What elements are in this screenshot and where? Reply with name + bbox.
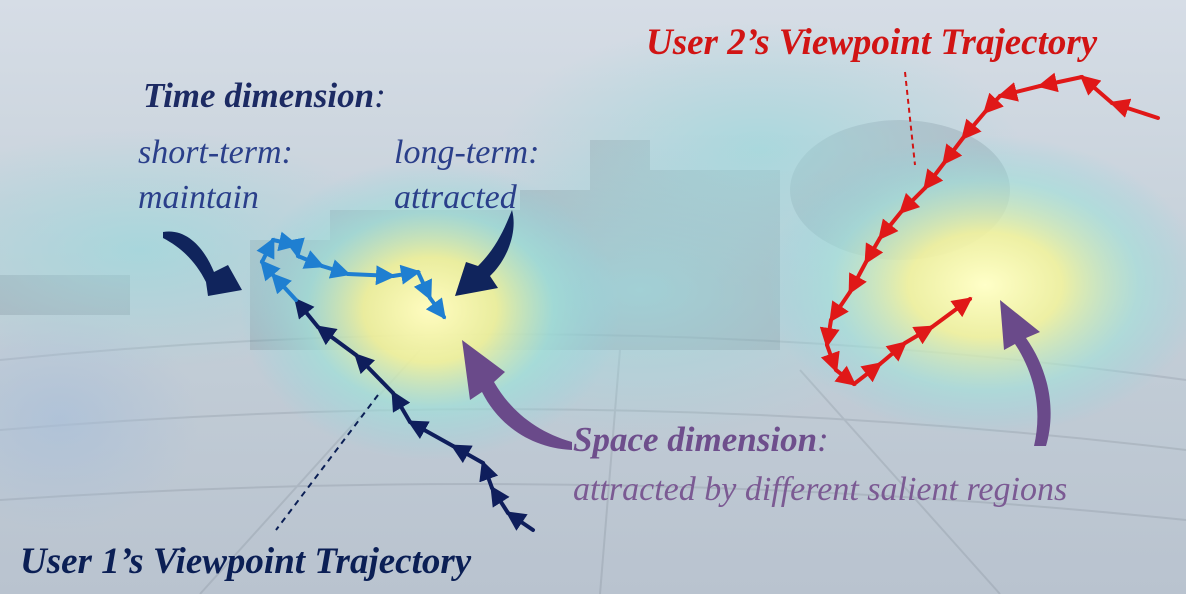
curved-arrow-icon [462, 340, 572, 450]
space-dimension-value: attracted by different salient regions [573, 471, 1068, 508]
short-term-value: maintain [138, 179, 259, 216]
long-term-value: attracted [394, 179, 517, 216]
time-dimension-heading: Time dimension: [143, 78, 386, 113]
curved-arrow-icon [1000, 300, 1051, 446]
short-term-label: short-term: [138, 134, 293, 171]
user2-trajectory [819, 72, 1160, 386]
curved-arrow-icon [455, 210, 514, 296]
user2-trajectory-label: User 2’s Viewpoint Trajectory [646, 22, 1098, 63]
user1-trajectory [294, 297, 535, 532]
user1-leader-line [275, 394, 379, 531]
user1-short-term-trajectory [256, 231, 446, 320]
space-dimension-colon: : [817, 420, 829, 459]
space-dimension-label: Space dimension [573, 420, 818, 459]
curved-arrow-icon [163, 231, 242, 296]
time-dimension-colon: : [374, 76, 386, 115]
space-dimension-heading: Space dimension: [573, 422, 829, 457]
user2-leader-line [904, 71, 916, 166]
long-term-label: long-term: [394, 134, 540, 171]
user1-trajectory-label: User 1’s Viewpoint Trajectory [20, 541, 472, 582]
time-dimension-label: Time dimension [143, 76, 375, 115]
